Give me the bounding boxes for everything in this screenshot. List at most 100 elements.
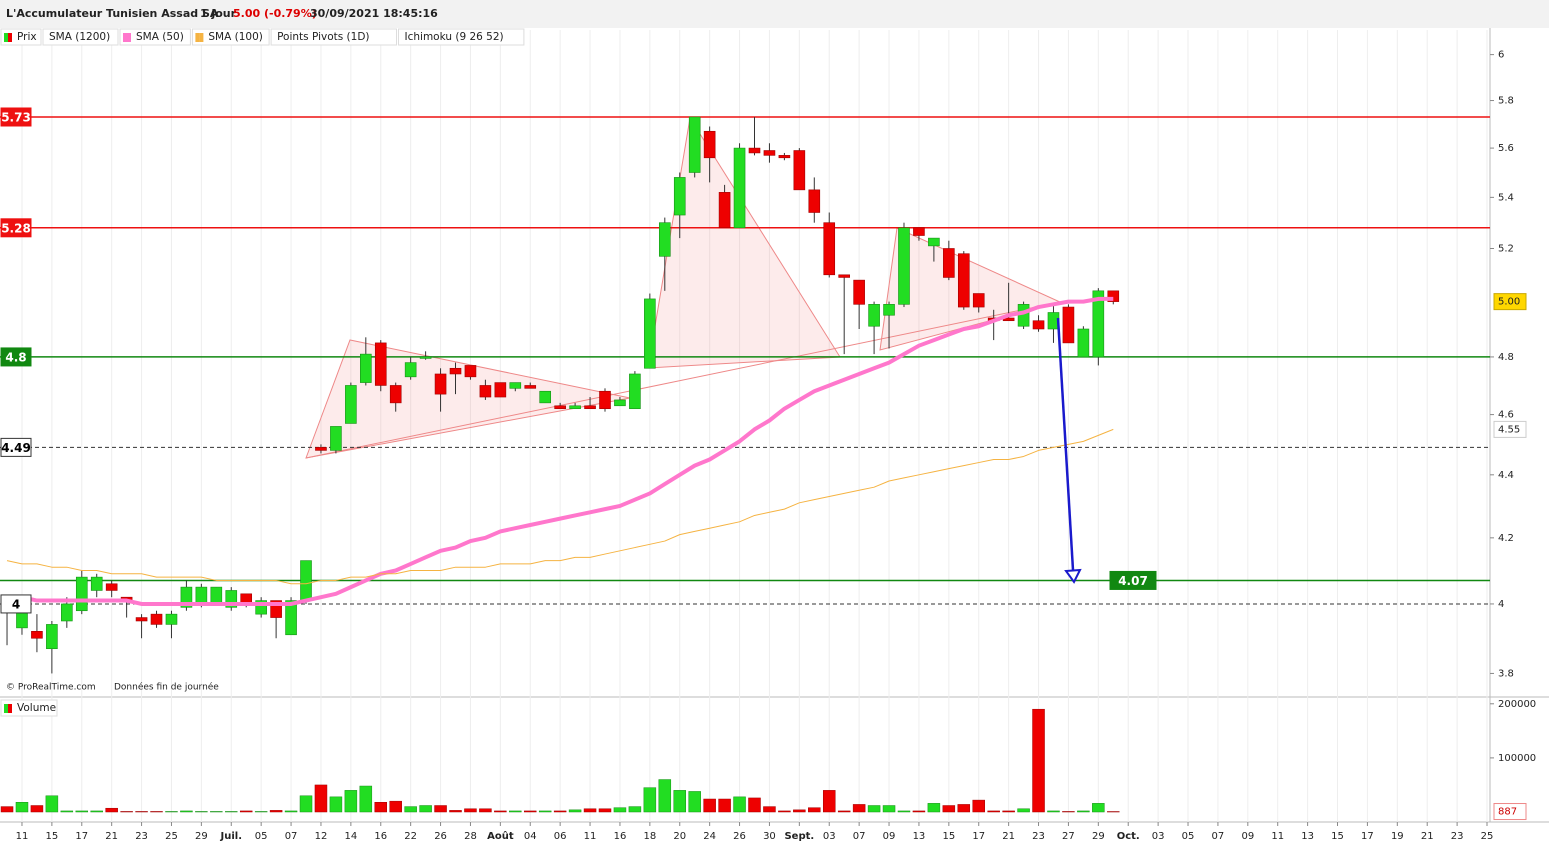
volume-bar [374, 802, 388, 813]
volume-bar [1107, 811, 1120, 813]
candle-body [524, 385, 537, 389]
legend-item [270, 28, 398, 46]
x-tick-label: 25 [1481, 831, 1494, 842]
volume-bar [314, 784, 328, 813]
candle-body [1032, 320, 1045, 330]
last-price-label: 5.00 [1498, 297, 1520, 308]
x-tick-label: Août [487, 830, 514, 842]
triangle-pattern [305, 339, 631, 459]
legend-swatch [123, 33, 127, 42]
candle-body [1017, 304, 1030, 327]
volume-bar [1047, 810, 1060, 813]
volume-bar [852, 804, 866, 813]
volume-bar [897, 810, 911, 813]
volume-bar [882, 805, 896, 813]
legend-swatch [8, 33, 12, 42]
volume-bar [643, 787, 657, 813]
x-tick-label: 21 [1002, 831, 1015, 842]
candle-body [180, 586, 193, 608]
x-tick-label: Sept. [784, 831, 814, 842]
legend-item [119, 28, 191, 46]
volume-bar [553, 810, 567, 813]
indicator-line [7, 296, 1114, 606]
volume-bar [822, 790, 836, 813]
volume-bar [793, 809, 806, 813]
legend-label: Volume [17, 702, 56, 714]
candle-body [105, 583, 118, 591]
volume-bar [987, 810, 1000, 813]
volume-bar [180, 810, 193, 813]
y-tick-label: 4.2 [1498, 533, 1514, 544]
candle-body [614, 399, 626, 407]
candle-body [315, 447, 327, 451]
candle-body [165, 613, 178, 625]
volume-bar [718, 798, 731, 813]
x-tick-label: 29 [1092, 831, 1105, 842]
x-tick-label: 11 [1271, 831, 1284, 842]
period: 1 jour [200, 7, 237, 20]
x-tick-label: 17 [972, 831, 985, 842]
x-tick-label: 18 [643, 831, 656, 842]
volume-bar [837, 810, 851, 813]
candle-body [703, 130, 716, 159]
volume-bar [195, 811, 208, 813]
y-tick-label: 4.8 [1498, 352, 1514, 363]
overlay: 11 15 17 21 23 25 29 Juil. 05 07 12 14 16 22 26 28 Août 0… [0, 50, 1536, 842]
candle-body [345, 385, 357, 424]
candle-body [763, 150, 776, 156]
candle-body [838, 274, 850, 278]
candle-body [255, 600, 267, 615]
volume-bar [1002, 810, 1015, 813]
y-tick-label: 6 [1498, 50, 1504, 61]
candle-body [434, 373, 447, 395]
candle-body [688, 116, 701, 173]
volume-bar [464, 808, 477, 813]
volume-bar [972, 799, 985, 813]
arrow [1056, 317, 1075, 571]
header-bar [0, 0, 1549, 28]
volume-bar [389, 800, 402, 813]
candle-body [285, 600, 297, 636]
candle-body [75, 576, 88, 612]
candle-body [449, 367, 462, 375]
candle-body [928, 237, 940, 247]
x-tick-label: 26 [434, 831, 447, 842]
x-tick-label: 15 [1331, 831, 1344, 842]
note: Données fin de journée [114, 682, 219, 693]
volume-bar [688, 791, 701, 813]
candle-body [808, 189, 821, 213]
candle-body [898, 227, 910, 305]
copyright: © ProRealTime.com [6, 683, 96, 693]
candle-body [150, 613, 163, 625]
candle-body [404, 362, 417, 378]
x-tick-label: 04 [524, 831, 537, 842]
volume-bar [568, 809, 582, 813]
volume-bar [509, 810, 522, 813]
x-tick-label: 07 [285, 831, 298, 842]
legend-swatch [127, 33, 131, 42]
volume-bar [1077, 810, 1090, 813]
volume-bar [583, 808, 597, 813]
y-tick-label: 100000 [1498, 753, 1536, 764]
x-tick-label: Oct. [1117, 831, 1140, 842]
candle-body [943, 248, 955, 278]
x-tick-label: 29 [195, 831, 208, 842]
y-tick-label: 4 [1498, 599, 1504, 610]
x-tick-label: 23 [1032, 831, 1045, 842]
candle-body [972, 293, 985, 308]
x-tick-label: 13 [1301, 831, 1314, 842]
candle-body [629, 373, 641, 410]
volume-bar [867, 805, 881, 813]
x-tick-label: 17 [75, 831, 88, 842]
x-tick-label: 16 [374, 831, 387, 842]
last-volume-label: 887 [1498, 807, 1517, 818]
x-tick-label: 23 [135, 831, 148, 842]
candle-body [823, 222, 836, 276]
candle-body [569, 405, 581, 410]
volume-bar [105, 807, 118, 813]
volume-bar [628, 806, 642, 813]
x-tick-label: 15 [46, 831, 59, 842]
candle-body [584, 405, 596, 410]
last-value-box [1493, 420, 1527, 438]
candle-body [46, 624, 58, 650]
